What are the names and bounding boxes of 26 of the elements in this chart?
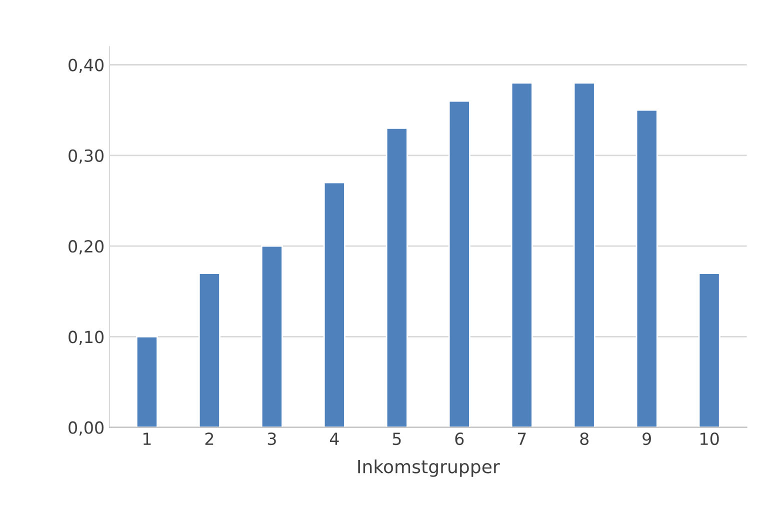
x-tick-label: 8 [580,432,589,446]
x-tick-label: 7 [518,432,526,445]
x-tick-label: 4 [330,432,339,445]
y-tick-label: 0,40 [68,58,104,74]
bar [510,82,533,428]
y-tick-label: 0,30 [68,149,104,164]
bar [573,82,596,428]
x-tick-label: 10 [700,432,719,446]
x-tick-label: 1 [144,432,151,445]
x-tick-label: 3 [268,432,276,446]
y-tick-label: 0,10 [68,330,104,345]
x-tick-label: 5 [392,432,401,446]
bar [698,272,720,428]
bar [323,182,346,428]
y-tick-label: 0,20 [68,240,104,254]
bar [198,272,220,428]
bar [448,100,470,428]
bar [136,336,158,428]
x-axis-title: Inkomstgrupper [358,459,500,477]
x-tick-label: 2 [205,432,214,445]
bar [386,128,408,428]
y-tick-label: 0,00 [68,421,104,436]
bar [260,245,283,428]
bar [636,109,658,428]
x-tick-label: 6 [455,432,464,446]
x-tick-label: 9 [642,432,651,446]
